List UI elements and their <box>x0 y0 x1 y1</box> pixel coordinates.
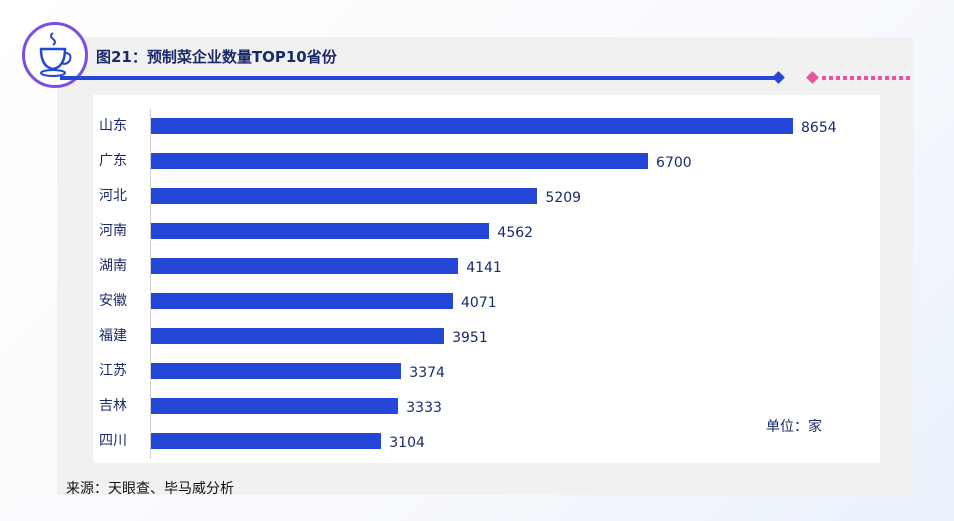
category-label: 安徽 <box>99 293 127 309</box>
value-label: 3951 <box>452 330 488 346</box>
bar <box>151 363 402 379</box>
title-underline <box>60 76 778 80</box>
category-label: 吉林 <box>99 398 127 414</box>
bar <box>151 223 490 239</box>
bar <box>151 153 649 169</box>
source-note: 来源：天眼查、毕马威分析 <box>66 481 234 497</box>
category-label: 江苏 <box>99 363 127 379</box>
y-axis <box>150 109 151 459</box>
category-label: 广东 <box>99 153 127 169</box>
bar-chart: 单位：家 山东 8654 广东 6700 河北 5209 河南 4562 湖南 4141 安徽 407… <box>93 95 880 463</box>
bar <box>151 118 793 134</box>
category-label: 河南 <box>99 223 127 239</box>
value-label: 4141 <box>466 260 502 276</box>
bar <box>151 328 445 344</box>
bar <box>151 258 459 274</box>
category-label: 山东 <box>99 118 127 134</box>
bar <box>151 188 538 204</box>
value-label: 4562 <box>497 225 534 241</box>
dotted-line <box>822 76 913 80</box>
value-label: 4071 <box>461 295 497 311</box>
category-label: 湖南 <box>99 258 127 274</box>
value-label: 6700 <box>656 155 692 171</box>
bar <box>151 433 382 449</box>
value-label: 3333 <box>406 400 442 416</box>
bar <box>151 293 453 309</box>
category-label: 四川 <box>99 433 127 449</box>
category-label: 福建 <box>99 328 127 344</box>
unit-label: 单位：家 <box>766 419 822 435</box>
figure-title: 图21：预制菜企业数量TOP10省份 <box>96 48 337 66</box>
value-label: 3374 <box>409 365 445 381</box>
category-label: 河北 <box>99 188 127 204</box>
value-label: 3104 <box>389 435 425 451</box>
bar <box>151 398 399 414</box>
value-label: 8654 <box>801 120 837 136</box>
value-label: 5209 <box>545 190 582 206</box>
